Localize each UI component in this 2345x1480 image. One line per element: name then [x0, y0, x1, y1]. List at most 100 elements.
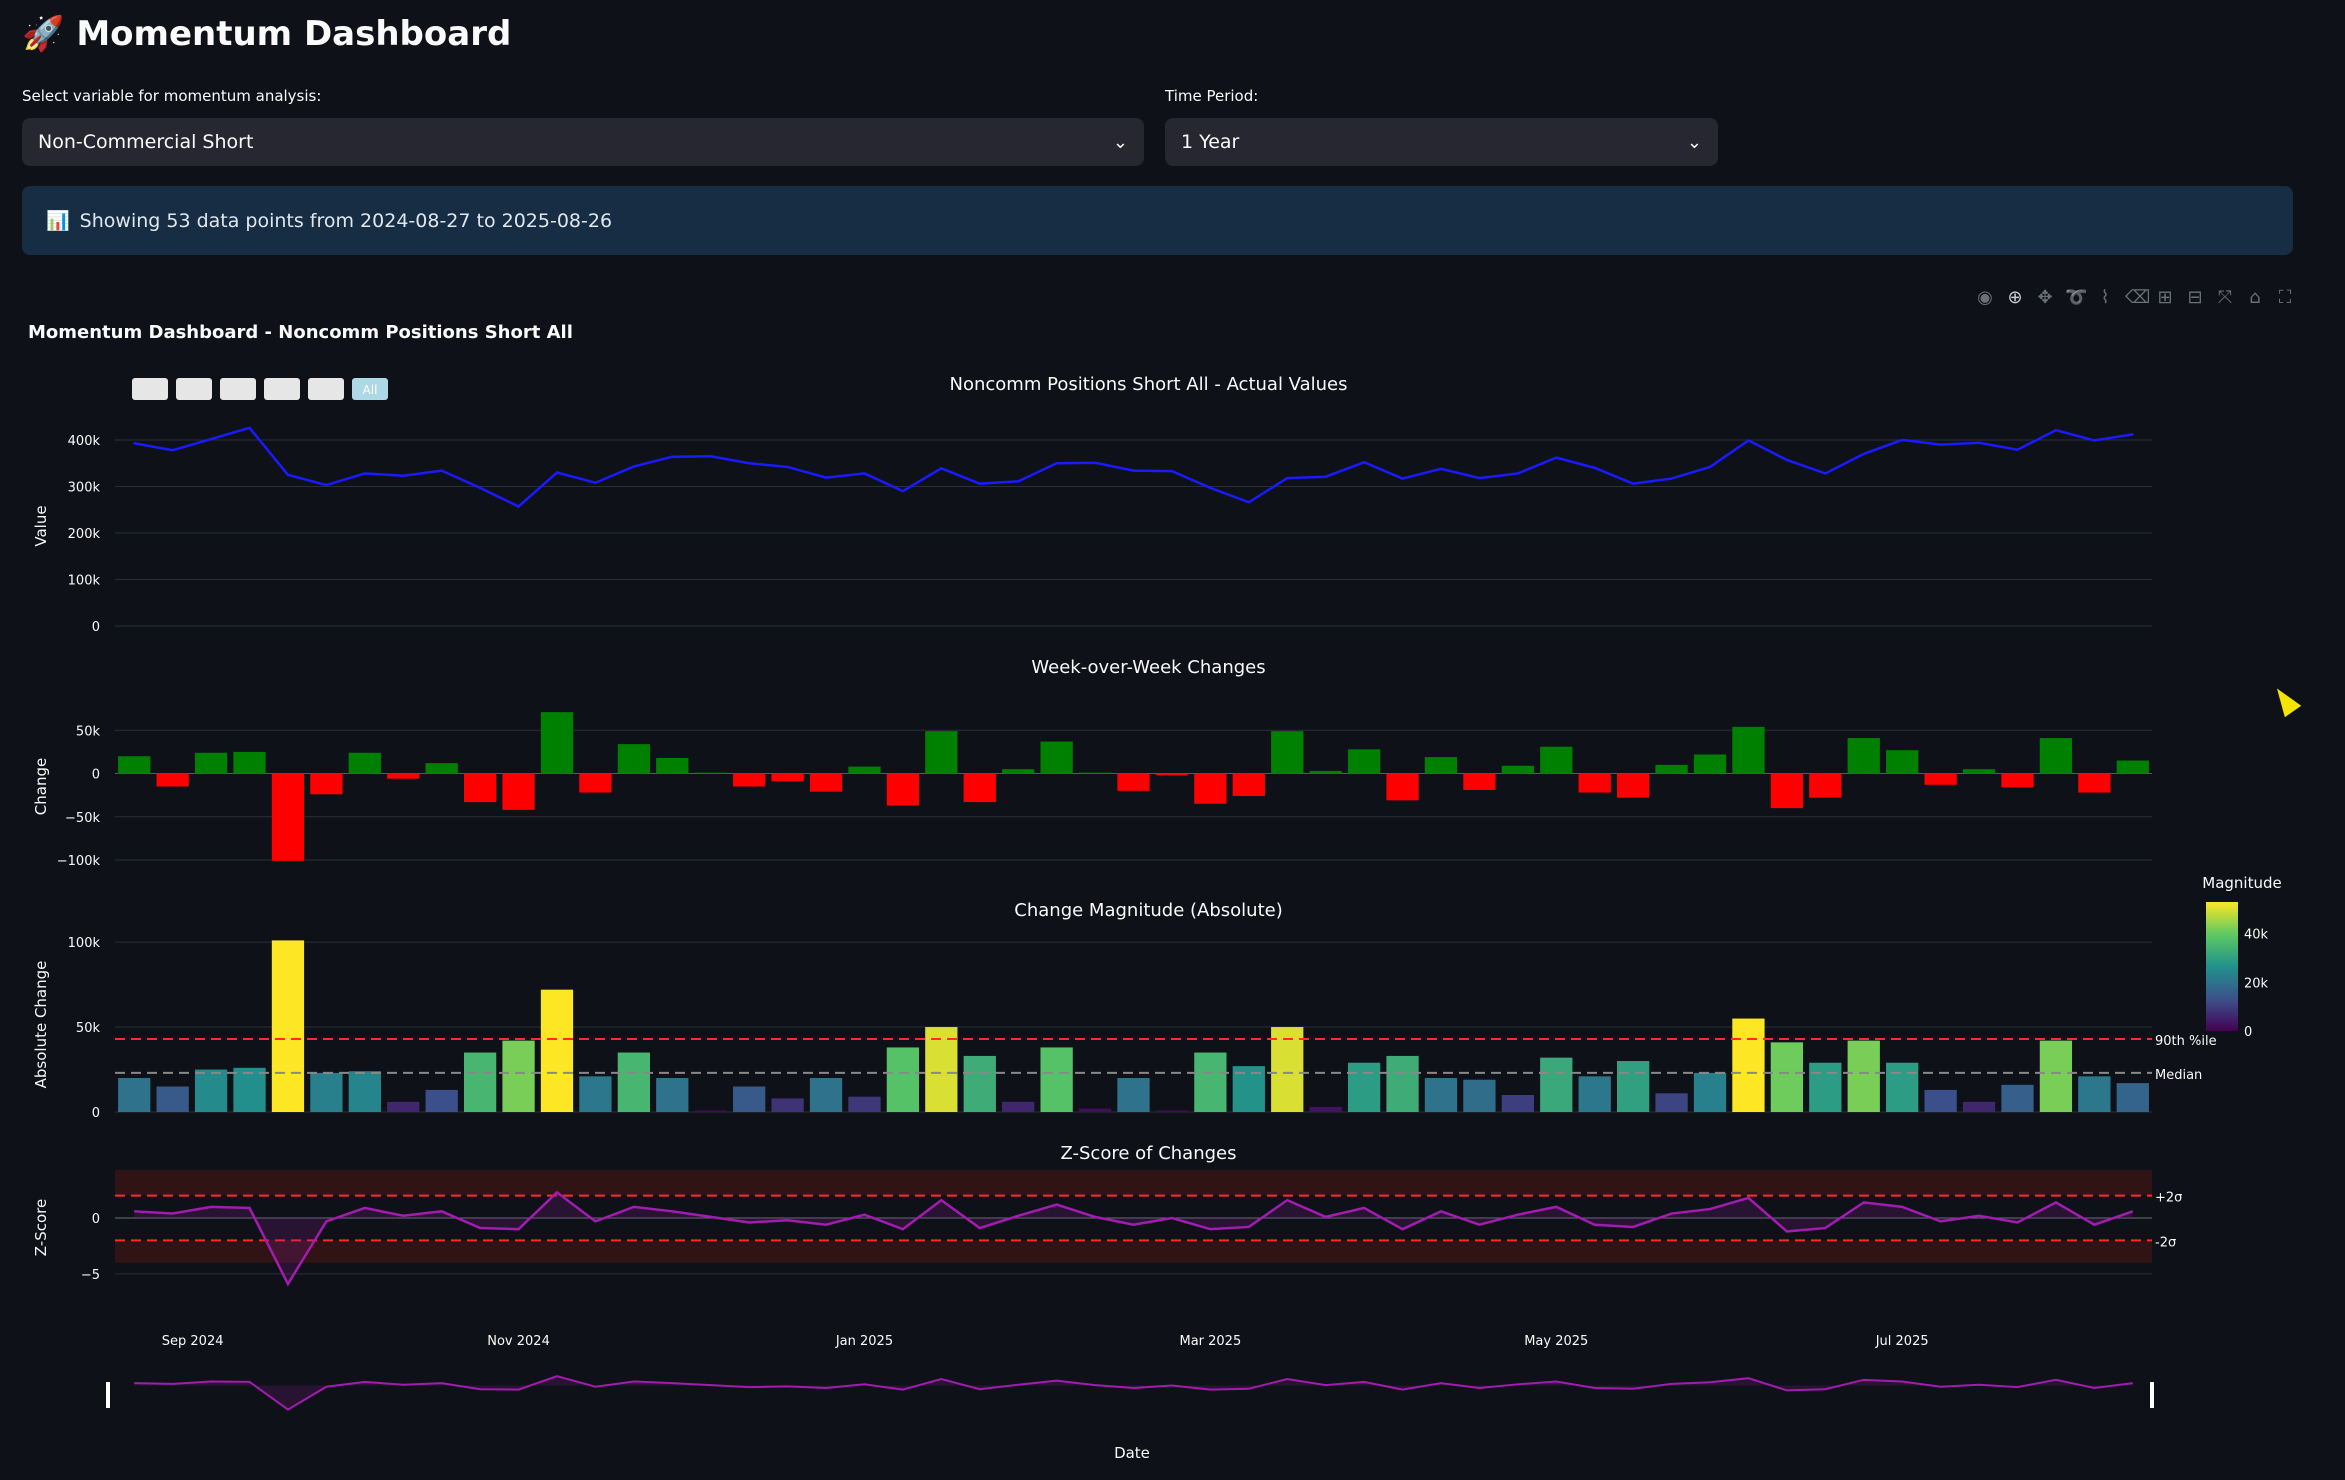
wow-bar	[963, 773, 996, 803]
x-tick-label: Nov 2024	[487, 1334, 550, 1349]
wow-bar	[348, 752, 381, 774]
chevron-down-icon: ⌄	[1112, 131, 1128, 153]
magnitude-bar	[1463, 1079, 1496, 1112]
magnitude-bar	[1616, 1061, 1650, 1112]
wow-bar	[310, 773, 343, 795]
colorbar-tick: 20k	[2244, 976, 2269, 991]
magnitude-bar	[1002, 1101, 1035, 1112]
select-icon[interactable]: ⌇	[2100, 287, 2110, 308]
fullscreen-icon[interactable]: ⛶	[2278, 287, 2292, 308]
range-button[interactable]	[220, 378, 256, 400]
range-button[interactable]	[352, 378, 388, 400]
rocket-icon: 🚀	[22, 14, 65, 54]
wow-bar	[1809, 773, 1842, 798]
value-point	[1901, 438, 1904, 441]
slider-line	[134, 1375, 2133, 1411]
value-point	[1939, 443, 1942, 446]
wow-bar	[118, 756, 151, 774]
plus2-sigma-label: +2σ	[2155, 1191, 2182, 1206]
magnitude-bar	[1078, 1108, 1112, 1112]
camera-icon[interactable]: ◉	[1977, 287, 1993, 308]
magnitude-bar	[1271, 1027, 1304, 1112]
variable-select-value: Non-Commercial Short	[38, 131, 254, 153]
panel-title: Week-over-Week Changes	[1031, 657, 1265, 678]
value-point	[1593, 466, 1596, 469]
slider-handle-right[interactable]	[2150, 1382, 2154, 1408]
magnitude-bar	[1309, 1106, 1342, 1112]
range-button[interactable]	[176, 378, 212, 400]
pan-icon[interactable]: ✥	[2037, 287, 2053, 308]
y-tick-label: 50k	[76, 1021, 101, 1036]
magnitude-bar	[1962, 1101, 1996, 1112]
page-title-text: Momentum Dashboard	[76, 14, 512, 54]
wow-bar	[1155, 773, 1189, 776]
wow-bar	[502, 773, 535, 810]
y-axis-label: Absolute Change	[32, 961, 50, 1089]
magnitude-bar	[1693, 1072, 1727, 1112]
range-button[interactable]	[264, 378, 300, 400]
wow-bar	[1655, 764, 1688, 774]
wow-bar	[425, 763, 458, 774]
bar-chart-icon: 📊	[46, 210, 70, 232]
lower-extreme-zone	[115, 1240, 2152, 1263]
value-point	[1055, 462, 1058, 465]
autoscale-icon[interactable]: ⤧	[2217, 287, 2233, 308]
value-point	[632, 465, 635, 468]
variable-select[interactable]: Non-Commercial Short ⌄	[22, 118, 1144, 166]
value-point	[978, 482, 981, 485]
magnitude-bar	[1040, 1047, 1073, 1112]
magnitude-bar	[694, 1110, 727, 1112]
value-point	[2093, 439, 2096, 442]
home-icon[interactable]: ⌂	[2249, 287, 2261, 308]
wow-bar	[1271, 731, 1304, 774]
wow-bar	[1578, 773, 1611, 793]
zoom-icon[interactable]: ⊕	[2007, 287, 2023, 308]
wow-bar	[579, 773, 612, 793]
value-point	[1363, 461, 1366, 464]
wow-bar	[233, 751, 266, 774]
magnitude-bar	[925, 1027, 958, 1112]
y-tick-label: 50k	[76, 724, 101, 739]
value-point	[248, 426, 251, 429]
zoom-in-icon[interactable]: ⊞	[2157, 287, 2173, 308]
value-point	[171, 449, 174, 452]
wow-bar	[1078, 772, 1112, 774]
range-button[interactable]	[132, 378, 168, 400]
wow-bar	[1117, 773, 1150, 791]
value-point	[1401, 477, 1404, 480]
magnitude-bar	[1924, 1089, 1957, 1112]
range-button[interactable]	[308, 378, 344, 400]
variable-select-label: Select variable for momentum analysis:	[22, 87, 322, 105]
value-point	[1324, 475, 1327, 478]
value-point	[709, 455, 712, 458]
value-point	[863, 472, 866, 475]
wow-bar	[1347, 749, 1381, 774]
y-tick-label: 0	[92, 1106, 100, 1121]
y-tick-label: 200k	[68, 527, 101, 542]
period-select[interactable]: 1 Year ⌄	[1165, 118, 1718, 166]
lasso-icon[interactable]: ➰	[2065, 287, 2088, 308]
period-select-value: 1 Year	[1181, 131, 1240, 153]
magnitude-bar	[425, 1089, 458, 1112]
zoom-out-icon[interactable]: ⊟	[2187, 287, 2203, 308]
x-tick-label: Jan 2025	[835, 1334, 893, 1349]
y-tick-label: −100k	[57, 854, 101, 869]
magnitude-bar	[1847, 1040, 1880, 1112]
magnitude-bar	[2116, 1083, 2149, 1112]
value-point	[1978, 441, 1981, 444]
slider-handle-left[interactable]	[106, 1382, 110, 1408]
erase-icon[interactable]: ⌫	[2125, 287, 2151, 308]
value-point	[1170, 470, 1173, 473]
magnitude-bar	[809, 1078, 843, 1112]
y-tick-label: 0	[92, 1212, 100, 1227]
panel-title: Change Magnitude (Absolute)	[1014, 900, 1282, 921]
magnitude-bar	[1809, 1062, 1842, 1112]
magnitude-bar	[1540, 1057, 1573, 1112]
value-point	[479, 486, 482, 489]
magnitude-bar	[271, 940, 305, 1112]
wow-bar	[463, 773, 497, 803]
value-point	[1247, 501, 1250, 504]
value-point	[1785, 458, 1788, 461]
wow-bar	[733, 773, 766, 787]
